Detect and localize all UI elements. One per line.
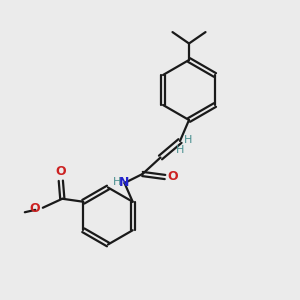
Text: O: O (56, 165, 66, 178)
Text: N: N (119, 176, 130, 190)
Text: H: H (112, 177, 121, 187)
Text: H: H (176, 145, 184, 155)
Text: H: H (184, 135, 192, 145)
Text: O: O (167, 170, 178, 184)
Text: O: O (30, 202, 40, 215)
